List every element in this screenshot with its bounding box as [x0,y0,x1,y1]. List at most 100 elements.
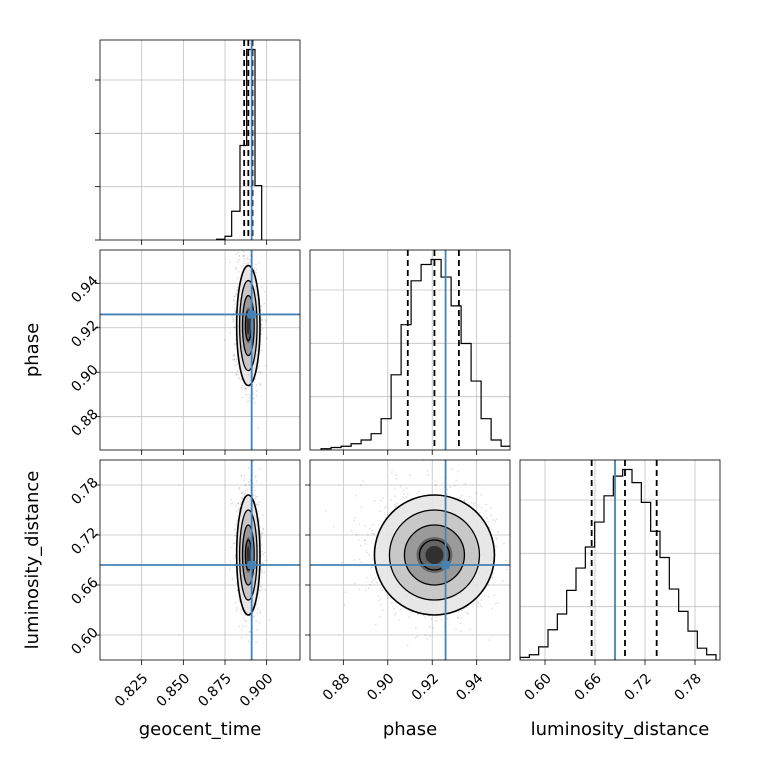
x-tick-label: 0.850 [154,671,194,711]
sample-point [235,582,238,585]
sample-point [254,495,257,497]
sample-point [241,492,244,495]
sample-point [370,567,373,569]
sample-point [446,488,449,491]
sample-point [265,559,267,562]
sample-point [260,323,263,326]
sample-point [247,467,250,469]
sample-point [491,519,494,521]
sample-point [264,551,266,554]
sample-point [399,608,402,611]
sample-point [379,587,382,590]
sample-point [358,588,361,591]
sample-point [237,261,239,264]
sample-point [248,631,251,633]
contour-1 [238,509,258,601]
sample-point [264,588,266,591]
sample-point [234,326,237,329]
sample-point [465,611,468,614]
sample-point [245,620,248,623]
sample-point [232,354,235,356]
panel-frame [309,459,511,661]
sample-point [495,537,498,540]
sample-point [487,595,490,598]
sample-point [260,533,263,535]
sample-point [394,612,397,615]
sample-point [248,396,251,399]
truth-marker [441,561,450,569]
sample-point [252,494,255,497]
sample-point [240,636,243,639]
sample-point [522,571,524,573]
y-tick-label: 0.88 [68,406,101,439]
sample-point [379,499,382,502]
x-axis-label-geocent_time: geocent_time [139,719,262,740]
sample-point [459,622,462,625]
sample-point [426,638,429,640]
sample-point [261,562,264,564]
sample-point [258,383,261,385]
sample-point [422,614,425,617]
sample-point [233,319,236,322]
sample-point [256,628,259,631]
sample-point [382,497,385,500]
sample-point [390,601,393,604]
sample-point [407,616,410,619]
sample-point [402,493,405,495]
sample-point [358,523,361,525]
sample-point [241,385,244,387]
sample-point [414,627,417,629]
sample-point [402,496,405,499]
sample-point [261,562,264,565]
sample-point [245,393,248,396]
sample-point [253,246,255,248]
sample-point [233,295,235,298]
sample-point [405,487,408,490]
sample-point [478,511,481,514]
sample-point [235,374,237,377]
sample-point [449,486,452,488]
sample-point [259,585,261,588]
y-tick-label: 0.94 [68,273,101,306]
sample-point [243,619,246,622]
sample-point [440,618,443,621]
sample-point [256,504,258,507]
sample-point [485,503,488,506]
sample-point [239,503,242,506]
sample-point [239,501,242,504]
sample-point [366,551,368,554]
sample-point [235,294,238,296]
sample-point [235,523,238,526]
x-axis-label-phase: phase [383,719,437,740]
sample-point [365,549,368,552]
sample-point [236,277,239,280]
x-tick-label: 0.78 [672,671,705,704]
sample-point [476,605,478,608]
sample-point [353,559,356,561]
sample-point [406,493,409,496]
sample-point [467,612,470,615]
sample-point [260,329,263,332]
sample-point [243,258,246,261]
sample-point [248,258,251,261]
sample-point [239,609,242,611]
sample-point [379,510,381,513]
x-tick-label: 0.72 [622,671,655,704]
sample-point [434,484,437,487]
sample-point [252,392,255,395]
sample-point [464,500,466,503]
sample-point [240,628,243,631]
sample-point [371,557,374,560]
sample-point [261,318,264,321]
sample-point [258,520,261,523]
sample-point [260,308,263,311]
sample-point [260,550,263,553]
sample-point [247,242,249,244]
sample-point [233,358,236,361]
sample-point [231,315,234,318]
sample-point [490,507,493,510]
sample-point [468,628,471,631]
sample-point [494,537,497,540]
sample-point [254,474,257,477]
